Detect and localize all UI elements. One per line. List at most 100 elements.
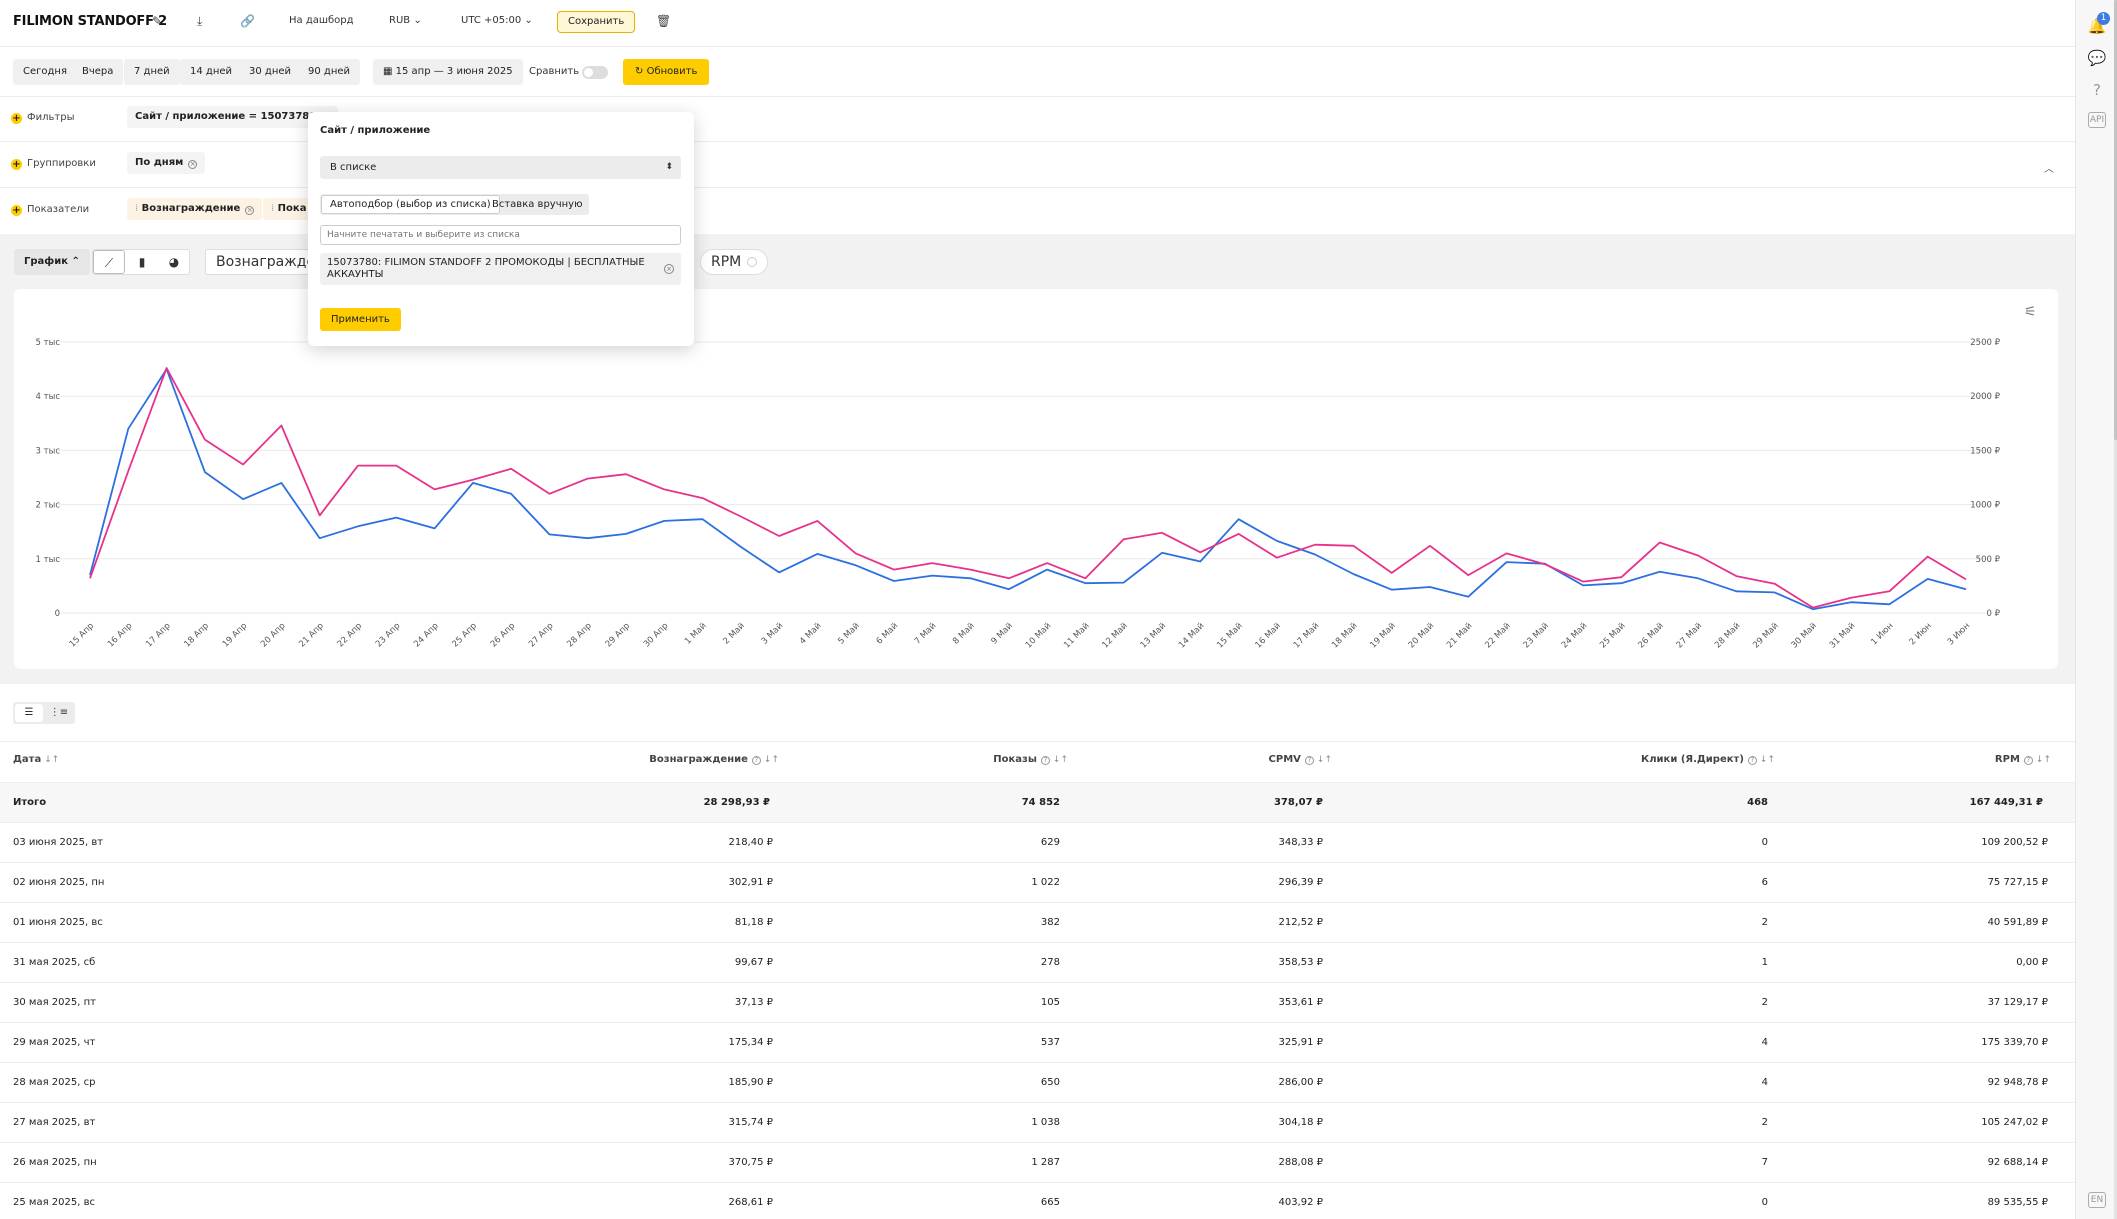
pie-chart-icon[interactable]: ◕ bbox=[168, 255, 180, 269]
col-header-rpm[interactable]: RPM? ↓↑ bbox=[1994, 754, 2051, 765]
compare-toggle[interactable] bbox=[582, 66, 608, 79]
grouping-chip[interactable]: По дням × bbox=[127, 152, 206, 174]
api-icon[interactable]: API bbox=[2088, 112, 2106, 128]
col-header-date[interactable]: Дата ↓↑ bbox=[13, 754, 60, 765]
x-tick-label: 16 Май bbox=[1254, 621, 1283, 650]
cell-rpm: 89 535,55 ₽ bbox=[1987, 1197, 2048, 1208]
x-tick-label: 5 Май bbox=[836, 621, 862, 647]
sort-icon[interactable]: ↓↑ bbox=[2035, 755, 2051, 765]
series-line-0[interactable] bbox=[89, 368, 1967, 611]
cell-cpmv: 348,33 ₽ bbox=[1278, 837, 1323, 848]
cell-reward: 370,75 ₽ bbox=[728, 1157, 773, 1168]
to-dashboard-link[interactable]: На дашборд bbox=[289, 15, 354, 26]
x-tick-label: 2 Июн bbox=[1908, 621, 1934, 647]
chart-type-dropdown[interactable]: График ⌃ bbox=[14, 249, 90, 275]
language-switch[interactable]: EN bbox=[2088, 1192, 2106, 1208]
help-icon[interactable]: ? bbox=[751, 756, 761, 765]
flat-list-icon[interactable]: ☰ bbox=[15, 704, 43, 722]
apply-button[interactable]: Применить bbox=[320, 308, 401, 331]
cell-date: 02 июня 2025, пн bbox=[13, 877, 105, 888]
sort-icon[interactable]: ↓↑ bbox=[763, 755, 779, 765]
period-yesterday-button[interactable]: Вчера bbox=[72, 59, 124, 85]
refresh-button[interactable]: ↻ Обновить bbox=[623, 59, 710, 85]
cell-rpm: 37 129,17 ₽ bbox=[1987, 997, 2048, 1008]
date-range-picker[interactable]: ▦ 15 апр — 3 июня 2025 bbox=[373, 59, 523, 85]
tab-auto-select[interactable]: Автоподбор (выбор из списка) bbox=[321, 195, 500, 214]
help-icon[interactable]: ? bbox=[1304, 756, 1314, 765]
metric-chip-reward[interactable]: ⁞ Вознаграждение × bbox=[127, 198, 263, 220]
tree-list-icon[interactable]: ⋮≡ bbox=[49, 707, 69, 718]
chart-settings-sliders-icon[interactable]: ⚟ bbox=[2024, 304, 2037, 320]
close-icon[interactable]: × bbox=[664, 264, 674, 274]
trash-icon[interactable]: 🗑 bbox=[656, 14, 672, 28]
period-today-button[interactable]: Сегодня bbox=[13, 59, 77, 85]
col-header-reward[interactable]: Вознаграждение? ↓↑ bbox=[649, 754, 779, 765]
x-tick-label: 21 Май bbox=[1445, 621, 1474, 650]
currency-select[interactable]: RUB ⌄ bbox=[389, 15, 422, 26]
sort-icon[interactable]: ↓↑ bbox=[44, 755, 60, 765]
line-chart: 0 1 тыс 2 тыс 3 тыс 4 тыс 5 тыс 0 ₽ 500 ₽ 1000 ₽… bbox=[36, 338, 2001, 650]
metric-chip-shows[interactable]: ⁞ Пока bbox=[263, 198, 315, 220]
chart-metric-select[interactable]: Вознаграждение bbox=[205, 249, 315, 275]
cell-date: 29 мая 2025, чт bbox=[13, 1037, 96, 1048]
groupings-label: Группировки bbox=[27, 158, 96, 169]
x-tick-label: 20 Май bbox=[1407, 621, 1436, 650]
condition-select[interactable]: В списке ⬍ bbox=[320, 156, 681, 179]
y-left-tick-label: 3 тыс bbox=[36, 446, 61, 456]
drag-handle-icon[interactable]: ⁞ bbox=[135, 203, 139, 214]
edit-icon[interactable]: ✎ bbox=[152, 14, 163, 28]
series-line-1[interactable] bbox=[89, 367, 1967, 609]
drag-handle-icon[interactable]: ⁞ bbox=[271, 203, 275, 214]
col-header-shows[interactable]: Показы? ↓↑ bbox=[993, 754, 1068, 765]
link-icon[interactable]: 🔗 bbox=[240, 14, 255, 28]
close-icon[interactable]: × bbox=[245, 206, 255, 215]
col-header-clicks[interactable]: Клики (Я.Директ)? ↓↑ bbox=[1641, 754, 1775, 765]
x-tick-label: 31 Май bbox=[1828, 621, 1857, 650]
chevron-up-icon: ⌃ bbox=[71, 256, 80, 267]
cell-clicks: 2 bbox=[1761, 997, 1768, 1008]
cell-reward: 28 298,93 ₽ bbox=[703, 797, 770, 808]
period-7-days-button[interactable]: 7 дней bbox=[124, 59, 180, 85]
cell-clicks: 4 bbox=[1761, 1037, 1768, 1048]
download-icon[interactable]: ⤓ bbox=[197, 14, 203, 28]
period-14-days-button[interactable]: 14 дней bbox=[180, 59, 243, 85]
help-icon[interactable]: ? bbox=[1040, 756, 1050, 765]
groupings-row: + Группировки По дням × bbox=[0, 143, 2060, 187]
chat-icon[interactable]: 💬 bbox=[2087, 49, 2107, 67]
page-scrollbar-thumb[interactable] bbox=[2114, 0, 2117, 440]
sort-icon[interactable]: ↓↑ bbox=[1052, 755, 1068, 765]
help-icon[interactable]: ? bbox=[1747, 756, 1757, 765]
notifications-badge: 1 bbox=[2097, 12, 2110, 25]
sort-icon[interactable]: ↓↑ bbox=[1316, 755, 1332, 765]
add-grouping-plus-icon[interactable]: + bbox=[11, 159, 22, 170]
save-button[interactable]: Сохранить bbox=[557, 11, 636, 33]
collapse-chevron-up-icon[interactable]: ︿ bbox=[2044, 164, 2054, 175]
period-90-days-button[interactable]: 90 дней bbox=[298, 59, 361, 85]
close-icon[interactable]: × bbox=[188, 160, 198, 169]
site-search-input[interactable] bbox=[320, 225, 681, 245]
cell-date: 25 мая 2025, вс bbox=[13, 1197, 95, 1208]
cell-shows: 382 bbox=[1040, 917, 1060, 928]
x-tick-label: 20 Апр bbox=[259, 621, 287, 649]
period-30-days-button[interactable]: 30 дней bbox=[239, 59, 302, 85]
x-tick-label: 25 Май bbox=[1598, 621, 1627, 650]
line-chart-icon[interactable]: ⟋ bbox=[93, 250, 125, 274]
bar-chart-icon[interactable]: ▮ bbox=[138, 255, 146, 269]
tab-manual-input[interactable]: Вставка вручную bbox=[492, 199, 583, 210]
add-filter-plus-icon[interactable]: + bbox=[11, 113, 22, 124]
x-tick-label: 8 Май bbox=[951, 621, 977, 647]
add-metric-plus-icon[interactable]: + bbox=[11, 205, 22, 216]
table-total-row: Итого 28 298,93 ₽ 74 852 378,07 ₽ 468 167 449… bbox=[0, 782, 2075, 822]
cell-date: 26 мая 2025, пн bbox=[13, 1157, 97, 1168]
x-tick-label: 29 Май bbox=[1751, 621, 1780, 650]
rpm-toggle-dot[interactable] bbox=[747, 257, 758, 267]
rpm-metric-pill[interactable]: RPM bbox=[700, 249, 769, 275]
cell-cpmv: 296,39 ₽ bbox=[1278, 877, 1323, 888]
timezone-select[interactable]: UTC +05:00 ⌄ bbox=[461, 15, 533, 26]
help-icon[interactable]: ? bbox=[2023, 756, 2033, 765]
help-icon[interactable]: ? bbox=[2093, 81, 2101, 99]
sort-icon[interactable]: ↓↑ bbox=[1759, 755, 1775, 765]
page-scrollbar[interactable] bbox=[2114, 0, 2117, 1219]
chevron-down-icon: ⌄ bbox=[524, 15, 533, 26]
col-header-cpmv[interactable]: CPMV? ↓↑ bbox=[1268, 754, 1332, 765]
